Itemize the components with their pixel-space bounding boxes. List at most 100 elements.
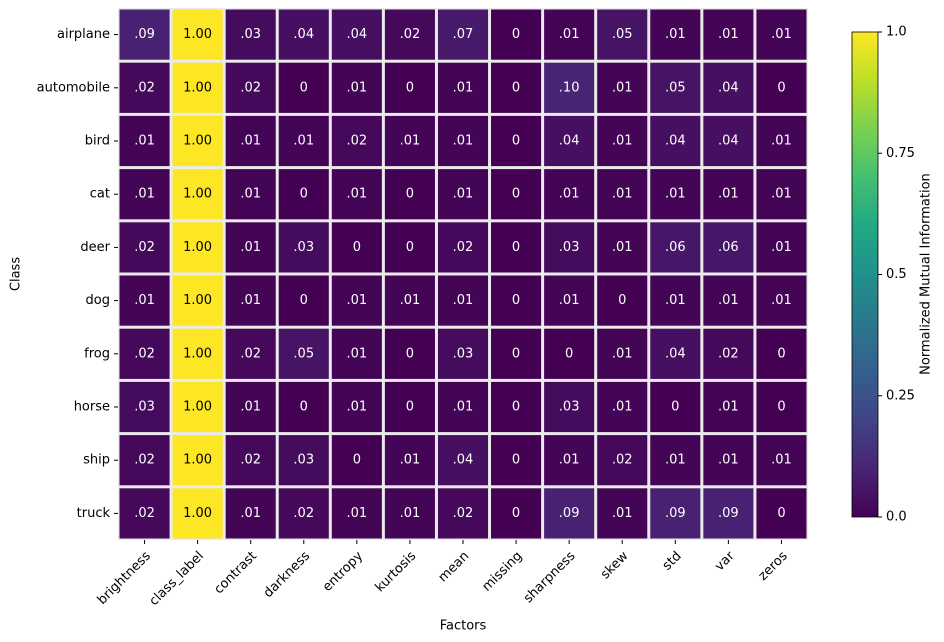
cell-label: 0: [406, 346, 414, 361]
heatmap-cell: [544, 222, 595, 273]
colorbar-tick-label: 0.5: [886, 267, 907, 282]
x-tick-label: mean: [436, 549, 473, 586]
cell-label: 1.00: [183, 293, 212, 308]
heatmap-cell: [384, 9, 435, 60]
heatmap-cell: [278, 488, 329, 539]
heatmap-cell: [437, 62, 489, 113]
heatmap-cell: [172, 9, 223, 60]
colorbar-tick-label: 1.0: [886, 25, 907, 40]
heatmap-cell: [597, 115, 648, 167]
heatmap-cell: [437, 328, 489, 379]
heatmap-cell: [437, 381, 489, 433]
heatmap-cell: [331, 381, 382, 433]
cell-label: 0: [512, 293, 520, 308]
cell-label: .03: [453, 346, 474, 361]
heatmap-cell: [278, 275, 329, 326]
heatmap-cell: [650, 435, 701, 486]
heatmap-cell: [225, 435, 276, 486]
cell-label: 1.00: [183, 506, 212, 521]
heatmap-cell: [650, 381, 701, 433]
cell-label: .02: [240, 346, 261, 361]
heatmap-cell: [225, 488, 276, 539]
y-axis-label: Class: [9, 257, 24, 291]
heatmap-cell: [650, 488, 701, 539]
heatmap-cell: [437, 222, 489, 273]
cell-label: 0: [512, 400, 520, 415]
heatmap-cell: [278, 222, 329, 273]
heatmap-cell: [703, 115, 754, 167]
heatmap-cell: [703, 9, 754, 60]
cell-label: .01: [240, 240, 261, 255]
cell-label: .01: [400, 293, 421, 308]
heatmap-cell: [437, 9, 489, 60]
x-tick-label: missing: [479, 549, 525, 595]
cell-label: 0: [512, 453, 520, 468]
cell-label: .01: [665, 453, 686, 468]
y-tick-label: horse: [74, 400, 110, 415]
heatmap-cell: [703, 435, 754, 486]
cell-label: 0: [406, 80, 414, 95]
heatmap-cell: [756, 275, 807, 326]
heatmap-cell: [703, 275, 754, 326]
heatmap-cell: [437, 488, 489, 539]
cell-label: 1.00: [183, 240, 212, 255]
cell-label: .01: [771, 187, 792, 202]
heatmap-cell: [544, 435, 595, 486]
heatmap-cell: [650, 169, 701, 220]
cell-label: .05: [612, 27, 633, 42]
heatmap-cell: [225, 328, 276, 379]
heatmap-cell: [703, 328, 754, 379]
cell-label: .01: [612, 80, 633, 95]
heatmap-cell: [119, 115, 170, 167]
cell-label: .01: [347, 346, 368, 361]
y-tick-label: cat: [90, 187, 110, 202]
heatmap-cell: [703, 488, 754, 539]
cell-label: .09: [134, 27, 155, 42]
heatmap-cell: [278, 169, 329, 220]
cell-label: .03: [559, 400, 580, 415]
cell-label: .04: [718, 80, 739, 95]
y-tick-label: truck: [77, 506, 111, 521]
heatmap-cell: [278, 115, 329, 167]
cell-label: .04: [718, 134, 739, 149]
x-tick-label: var: [712, 548, 738, 574]
cell-label: 0: [618, 293, 626, 308]
cell-label: .02: [240, 453, 261, 468]
heatmap-cell: [491, 381, 542, 433]
heatmap-cell: [597, 381, 648, 433]
cell-label: .02: [347, 134, 368, 149]
heatmap-cell: [491, 9, 542, 60]
x-tick-label: class_label: [147, 549, 207, 609]
cell-label: .04: [347, 27, 368, 42]
heatmap-cell: [597, 62, 648, 113]
heatmap-cell: [225, 222, 276, 273]
cell-label: .01: [771, 240, 792, 255]
cell-label: .03: [293, 453, 314, 468]
x-tick-label: contrast: [211, 549, 260, 598]
heatmap-cell: [225, 9, 276, 60]
heatmap-cell: [650, 328, 701, 379]
heatmap-cell: [172, 275, 223, 326]
y-tick-label: ship: [83, 453, 110, 468]
cell-label: .04: [665, 134, 686, 149]
cell-label: 1.00: [183, 453, 212, 468]
heatmap-cell: [225, 275, 276, 326]
cell-label: 1.00: [183, 187, 212, 202]
cell-label: .01: [240, 293, 261, 308]
heatmap-cell: [119, 9, 170, 60]
cell-label: .01: [559, 27, 580, 42]
cell-label: .01: [453, 187, 474, 202]
heatmap-cell: [278, 435, 329, 486]
heatmap-cell: [491, 115, 542, 167]
cell-label: .04: [559, 134, 580, 149]
heatmap-cell: [650, 9, 701, 60]
heatmap-cell: [331, 488, 382, 539]
heatmap-cell: [331, 62, 382, 113]
cell-label: .01: [612, 240, 633, 255]
heatmap-cell: [544, 275, 595, 326]
heatmap-cell: [278, 9, 329, 60]
cell-label: .01: [559, 187, 580, 202]
heatmap-cell: [756, 169, 807, 220]
cell-label: 0: [777, 346, 785, 361]
